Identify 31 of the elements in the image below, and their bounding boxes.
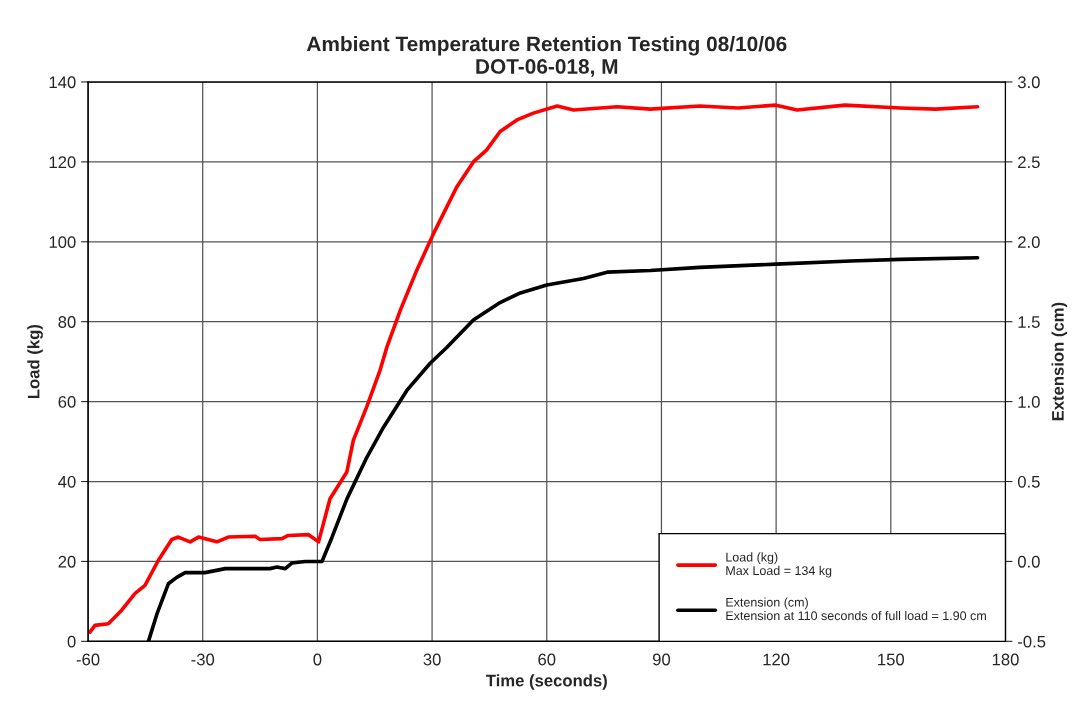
y-tick-label: 100 bbox=[49, 236, 76, 248]
x-tick-label: -60 bbox=[76, 653, 100, 666]
x-tick-label: 90 bbox=[652, 653, 671, 666]
y-axis-title: Load (kg) bbox=[27, 324, 43, 399]
y2-axis-title: Extension (cm) bbox=[1051, 302, 1068, 421]
y2-tick-label: 0.0 bbox=[1017, 555, 1040, 568]
x-tick-label: 150 bbox=[878, 653, 905, 666]
y-tick-label: 0 bbox=[67, 635, 76, 648]
x-tick-label: 60 bbox=[538, 653, 556, 666]
y2-tick-label: 1.5 bbox=[1018, 316, 1040, 328]
y-tick-label: 40 bbox=[58, 475, 76, 488]
y2-tick-label: 2.0 bbox=[1018, 236, 1040, 248]
y-tick-label: 120 bbox=[49, 156, 76, 169]
y2-tick-label: 1.0 bbox=[1018, 396, 1040, 408]
x-tick-label: 120 bbox=[763, 653, 790, 666]
x-tick-label: -30 bbox=[191, 653, 215, 666]
y-tick-label: 140 bbox=[49, 76, 76, 89]
x-tick-label: 30 bbox=[423, 653, 441, 666]
x-axis-title: Time (seconds) bbox=[485, 674, 607, 690]
x-tick-label: 0 bbox=[313, 653, 322, 666]
y2-tick-label: 3.0 bbox=[1017, 76, 1040, 89]
y-tick-label: 60 bbox=[58, 396, 76, 408]
y-tick-label: 20 bbox=[58, 555, 76, 568]
y-tick-label: 80 bbox=[58, 316, 76, 328]
x-tick-label: 180 bbox=[992, 653, 1019, 666]
y2-tick-label: -0.5 bbox=[1018, 635, 1046, 648]
legend-label: Load (kg) Max Load = 134 kg bbox=[726, 552, 832, 578]
y2-tick-label: 0.5 bbox=[1017, 475, 1040, 488]
chart-title: Ambient Temperature Retention Testing 08/10/06 DOT-06-018, M bbox=[306, 36, 787, 77]
y2-tick-label: 2.5 bbox=[1018, 156, 1040, 169]
legend-label: Extension (cm) Extension at 110 seconds of full load = 1.90 cm bbox=[726, 597, 986, 621]
